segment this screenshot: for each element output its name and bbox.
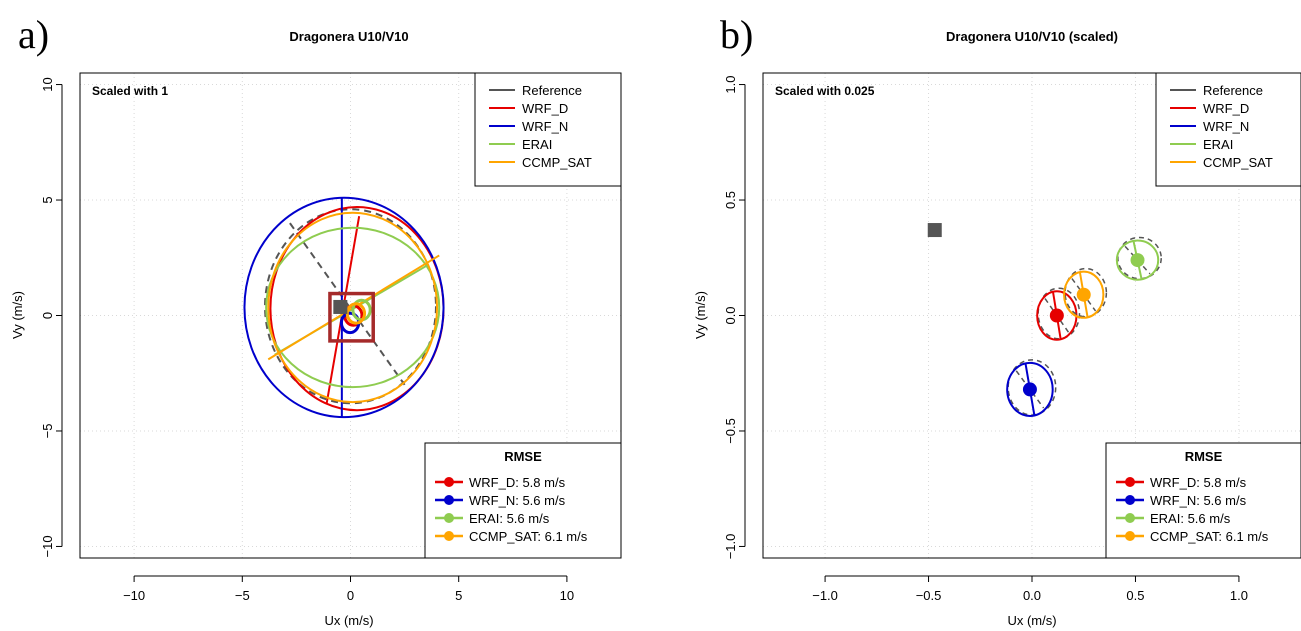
- panel-b: b) Dragonera U10/V10 (scaled) Ux (m/s) V…: [693, 12, 1301, 628]
- legend-item: CCMP_SAT: 6.1 m/s: [469, 529, 588, 544]
- legend-item: CCMP_SAT: 6.1 m/s: [1150, 529, 1269, 544]
- legend-item: WRF_N: 5.6 m/s: [1150, 493, 1247, 508]
- series-point: [1049, 308, 1064, 323]
- x-tick-label: 0: [347, 588, 354, 603]
- y-tick-label: 0.0: [723, 306, 738, 324]
- panel-a: a) Dragonera U10/V10 Ux (m/s) Vy (m/s) −…: [10, 12, 622, 628]
- reference-point: [333, 299, 348, 314]
- panel-b-ylabel: Vy (m/s): [693, 291, 708, 339]
- legend-swatch-dot: [1125, 477, 1135, 487]
- y-tick-label: 1.0: [723, 76, 738, 94]
- panel-b-plot: −1.0 −0.5 0.0 0.5 1.0 −1.0 −0.5 0.0 0.5 1.0 Scaled…: [723, 72, 1301, 603]
- legend-swatch-dot: [1125, 495, 1135, 505]
- legend-swatch-dot: [1125, 513, 1135, 523]
- series-point: [1076, 287, 1091, 302]
- x-tick-label: 0.0: [1023, 588, 1041, 603]
- series-ellipse: [1006, 361, 1054, 417]
- y-tick-label: −10: [40, 535, 55, 557]
- reference-ellipse: [1064, 267, 1108, 318]
- x-tick-label: −1.0: [812, 588, 838, 603]
- reference-point: [927, 223, 942, 238]
- y-tick-label: −1.0: [723, 534, 738, 560]
- legend-item: WRF_N: 5.6 m/s: [469, 493, 566, 508]
- scale-annotation: Scaled with 0.025: [775, 84, 875, 98]
- series-ellipse-erai: [265, 226, 441, 389]
- legend-swatch-dot: [444, 495, 454, 505]
- y-tick-label: 0: [40, 312, 55, 319]
- y-tick-label: 10: [40, 77, 55, 91]
- series-ellipse-ccmp-sat: [267, 211, 439, 404]
- legend-lines-box: [474, 72, 622, 187]
- legend-item: WRF_N: [522, 119, 568, 134]
- x-tick-label: 0.5: [1126, 588, 1144, 603]
- panel-a-xlabel: Ux (m/s): [324, 613, 373, 628]
- legend-item: WRF_D: [522, 101, 568, 116]
- reference-ellipse: [1037, 287, 1081, 340]
- plot-frame: [762, 72, 1301, 559]
- legend-item: ERAI: 5.6 m/s: [469, 511, 550, 526]
- x-tick-label: 5: [455, 588, 462, 603]
- reference-axis-line: [1015, 370, 1045, 409]
- series-ellipse: [1115, 239, 1160, 281]
- series-point: [1022, 382, 1037, 397]
- legend-item: ERAI: 5.6 m/s: [1150, 511, 1231, 526]
- legend-item: CCMP_SAT: [1203, 155, 1273, 170]
- y-tick-label: −0.5: [723, 418, 738, 444]
- series-point: [1130, 253, 1145, 268]
- x-tick-label: 1.0: [1230, 588, 1248, 603]
- scale-annotation: Scaled with 1: [92, 84, 168, 98]
- series-ellipse: [1063, 270, 1105, 319]
- legend-item: WRF_D: 5.8 m/s: [1150, 475, 1247, 490]
- panel-b-label: b): [720, 12, 753, 57]
- plot-area: [927, 223, 1162, 417]
- legend-swatch-dot: [1125, 531, 1135, 541]
- series-ellipse-wrf-n: [243, 196, 445, 419]
- legend-item: WRF_N: [1203, 119, 1249, 134]
- legend-item: WRF_D: 5.8 m/s: [469, 475, 566, 490]
- panel-a-ylabel: Vy (m/s): [10, 291, 25, 339]
- legend-swatch-dot: [444, 531, 454, 541]
- plot-frame: [79, 72, 622, 559]
- reference-ellipse: [264, 208, 437, 405]
- x-tick-label: −5: [235, 588, 250, 603]
- panel-b-title: Dragonera U10/V10 (scaled): [946, 29, 1118, 44]
- y-tick-label: 0.5: [723, 191, 738, 209]
- panel-a-plot: −10 −5 0 5 10 −10 −5 0 5 10 Scaled with 1 Reference…: [40, 72, 622, 603]
- y-tick-label: −5: [40, 424, 55, 439]
- panel-a-label: a): [18, 12, 49, 57]
- legend-swatch-dot: [444, 513, 454, 523]
- plot-area: [243, 196, 445, 419]
- y-tick-label: 5: [40, 196, 55, 203]
- x-tick-label: −10: [123, 588, 145, 603]
- panel-a-title: Dragonera U10/V10: [289, 29, 408, 44]
- zoom-box: [328, 291, 375, 343]
- legend-swatch-dot: [444, 477, 454, 487]
- legend-item: CCMP_SAT: [522, 155, 592, 170]
- legend-rmse-title: RMSE: [504, 449, 542, 464]
- legend-lines-box: [1155, 72, 1301, 187]
- legend-item: Reference: [522, 83, 582, 98]
- x-tick-label: −0.5: [916, 588, 942, 603]
- legend-item: WRF_D: [1203, 101, 1249, 116]
- panel-b-xlabel: Ux (m/s): [1007, 613, 1056, 628]
- legend-item: ERAI: [522, 137, 552, 152]
- legend-rmse-title: RMSE: [1185, 449, 1223, 464]
- x-tick-label: 10: [560, 588, 574, 603]
- legend-item: Reference: [1203, 83, 1263, 98]
- legend-item: ERAI: [1203, 137, 1233, 152]
